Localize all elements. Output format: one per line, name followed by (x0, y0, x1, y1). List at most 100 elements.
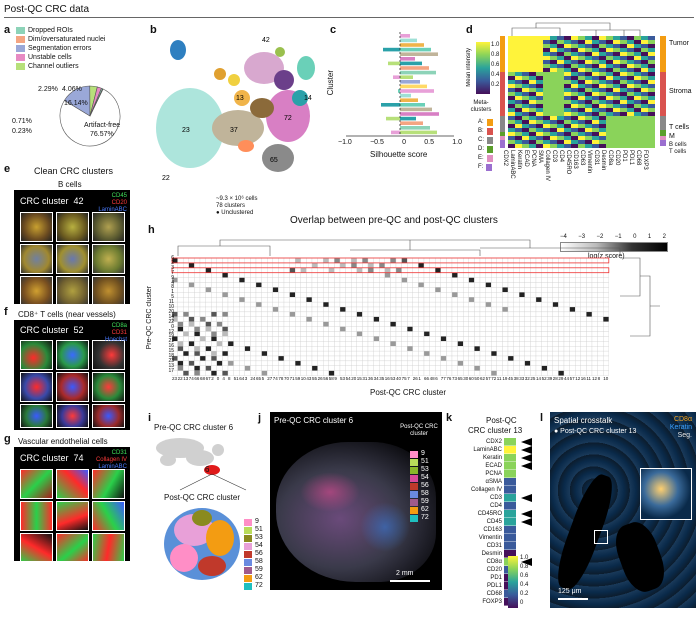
legend-item: 62 (410, 506, 429, 514)
heatmap-cell (613, 72, 620, 76)
arrow-icon (521, 446, 532, 454)
overlap-cell (227, 282, 234, 288)
overlap-cell (384, 350, 391, 357)
overlap-cell (177, 350, 184, 357)
overlap-cell (575, 350, 581, 357)
overlap-cell (283, 346, 290, 352)
overlap-cell (513, 350, 520, 357)
heatmap-cell (648, 128, 655, 132)
overlap-cell (356, 267, 363, 273)
pie-label-segmentation: 16.14% (64, 100, 88, 107)
overlap-cell (485, 360, 492, 366)
overlap-cell (278, 311, 285, 317)
overlap-cell (205, 346, 212, 352)
overlap-cell (412, 282, 419, 288)
col-label: 64 (239, 376, 245, 381)
overlap-cell (451, 365, 458, 371)
silhouette-bar (400, 126, 430, 130)
overlap-cell (216, 257, 223, 264)
heatmap-cell (529, 112, 536, 116)
overlap-cell (519, 341, 525, 347)
panel-k-colorbar (508, 556, 518, 608)
overlap-cell (395, 297, 402, 303)
overlap-cell (563, 346, 570, 352)
overlap-cell (580, 272, 587, 278)
overlap-cell (552, 282, 559, 288)
overlap-cell (496, 321, 503, 327)
overlap-cell (395, 326, 402, 332)
legend-swatch (410, 474, 418, 482)
panel-b-umap: 23 37 72 65 13 14 42 22 (156, 37, 315, 182)
overlap-cell (183, 297, 189, 303)
heatmap-cell (613, 36, 620, 40)
overlap-cell (205, 370, 212, 376)
heatmap-cell (557, 80, 564, 84)
col-label: 57 (485, 376, 491, 381)
heatmap-cell (550, 76, 557, 80)
overlap-cell (367, 341, 374, 347)
heatmap-cell (599, 116, 606, 120)
overlap-cell (222, 370, 229, 376)
overlap-cell (379, 331, 385, 337)
heatmap-cell (550, 144, 557, 148)
overlap-cell (563, 326, 570, 332)
overlap-cell (407, 370, 413, 376)
overlap-cell (295, 306, 301, 313)
legend-label: 62 (421, 506, 429, 513)
col-label: 70 (284, 376, 290, 381)
overlap-cell (222, 292, 229, 298)
heatmap-cell (620, 104, 627, 108)
overlap-cell (558, 326, 565, 332)
heatmap-cell (578, 56, 585, 60)
heatmap-cell (613, 48, 620, 52)
panel-d-marker-labels: CDX2 LaminABC Keratin ECAD PCNA SMA Collagen I… (496, 150, 660, 190)
col-label: 12 (592, 376, 598, 381)
overlap-cell (300, 311, 307, 317)
overlap-cell (339, 282, 346, 288)
heatmap-cell (627, 128, 634, 132)
overlap-cell (558, 355, 565, 362)
overlap-cell (407, 311, 413, 317)
overlap-cell (367, 326, 374, 332)
channel-label: LaminABC (98, 464, 127, 470)
overlap-cell (233, 370, 240, 376)
overlap-cell (401, 306, 408, 313)
overlap-cell (580, 311, 587, 317)
heatmap-cell (613, 44, 620, 48)
overlap-cell (227, 355, 234, 362)
heatmap-cell (564, 76, 571, 80)
overlap-cell (289, 277, 296, 283)
overlap-cell (351, 282, 357, 288)
legend-swatch (410, 506, 418, 514)
panel-j-legend-title: Post-QC CRC cluster (400, 424, 438, 437)
overlap-cell (474, 297, 481, 303)
overlap-cell (239, 346, 245, 352)
overlap-cell (317, 287, 324, 293)
heatmap-cell (634, 96, 641, 100)
overlap-cell (457, 360, 464, 366)
overlap-cell (244, 331, 251, 337)
overlap-cell (485, 370, 492, 376)
overlap-cell (474, 370, 481, 376)
overlap-cell (250, 341, 257, 347)
row-label: 7 (171, 269, 174, 276)
overlap-cell (468, 262, 475, 268)
overlap-cell (586, 262, 593, 268)
overlap-cell (194, 360, 201, 366)
heatmap-cell (564, 72, 571, 76)
overlap-cell (250, 267, 257, 273)
heatmap-cell (564, 60, 571, 64)
overlap-cell (552, 336, 559, 342)
silhouette-xlabel: Silhouette score (370, 150, 428, 159)
heatmap-cell (599, 76, 606, 80)
overlap-cell (591, 297, 598, 303)
heatmap-cell (529, 44, 536, 48)
overlap-cell (227, 287, 234, 293)
overlap-cell (451, 301, 458, 308)
overlap-cell (328, 306, 335, 313)
overlap-cell (362, 331, 369, 337)
overlap-cell (507, 350, 514, 357)
heatmap-cell (585, 40, 592, 44)
overlap-colorbar-ticks: −4 −3 −2 −1 0 1 2 (560, 234, 666, 241)
overlap-cell (244, 341, 251, 347)
